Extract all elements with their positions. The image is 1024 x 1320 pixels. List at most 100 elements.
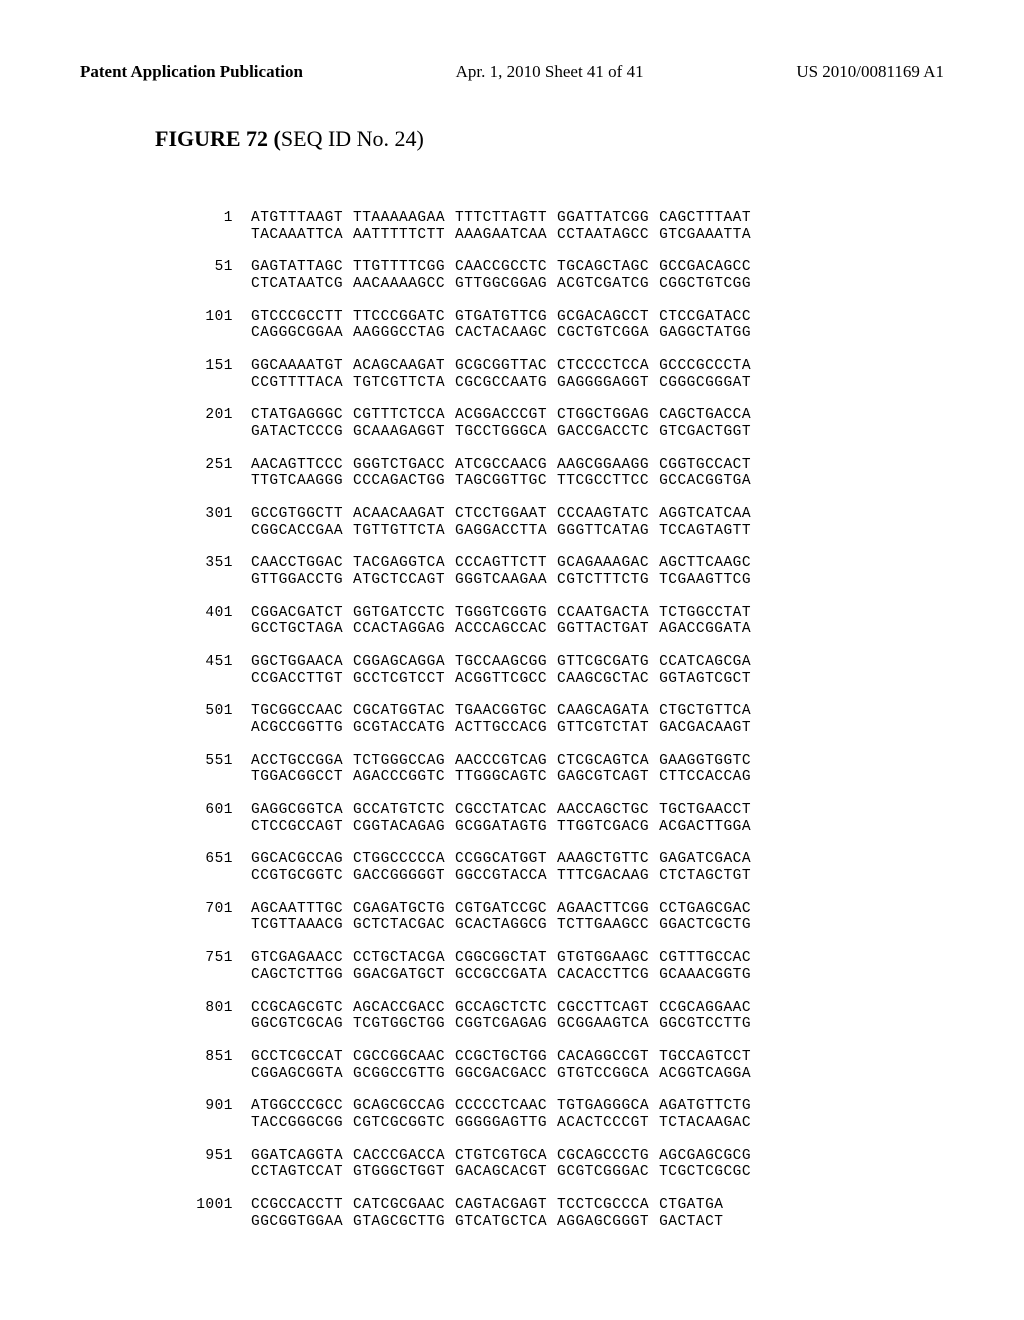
sequence-block-chunk: GACTACT bbox=[659, 1214, 733, 1231]
sequence-block-chunk: GCGGAAGTCA bbox=[557, 1016, 659, 1033]
sequence-row: 301GCCGTGGCTTACAACAAGATCTCCTGGAATCCCAAGT… bbox=[195, 506, 761, 539]
sequence-position: 351 bbox=[195, 555, 251, 572]
sequence-block-chunk: CCCCCTCAAC bbox=[455, 1098, 557, 1115]
sequence-block-chunk: AAGCGGAAGG bbox=[557, 457, 659, 474]
sequence-block-chunk: GGCTGGAACA bbox=[251, 654, 353, 671]
sequence-block-chunk: GTTCGTCTAT bbox=[557, 720, 659, 737]
figure-caption: FIGURE 72 (SEQ ID No. 24) bbox=[155, 126, 424, 152]
sequence-forward-strand: 201CTATGAGGGCCGTTTCTCCAACGGACCCGTCTGGCTG… bbox=[195, 407, 761, 424]
sequence-block-chunk: TCGTGGCTGG bbox=[353, 1016, 455, 1033]
sequence-block-chunk: GCGCGGTTAC bbox=[455, 358, 557, 375]
sequence-block-chunk: TACGAGGTCA bbox=[353, 555, 455, 572]
sequence-position: 1 bbox=[195, 210, 251, 227]
sequence-block-chunk: CTTCCACCAG bbox=[659, 769, 761, 786]
sequence-block-chunk: CTCATAATCG bbox=[251, 276, 353, 293]
sequence-forward-strand: 951GGATCAGGTACACCCGACCACTGTCGTGCACGCAGCC… bbox=[195, 1148, 761, 1165]
sequence-block-chunk: AAAGAATCAA bbox=[455, 227, 557, 244]
sequence-block-chunk: CCGCAGCGTC bbox=[251, 1000, 353, 1017]
sequence-block-chunk: CTCCGATACC bbox=[659, 309, 761, 326]
sequence-position: 851 bbox=[195, 1049, 251, 1066]
publication-header: Patent Application Publication Apr. 1, 2… bbox=[80, 62, 944, 82]
sequence-row: 1ATGTTTAAGTTTAAAAAGAATTTCTTAGTTGGATTATCG… bbox=[195, 210, 761, 243]
sequence-position: 301 bbox=[195, 506, 251, 523]
sequence-block-chunk: GGGGGAGTTG bbox=[455, 1115, 557, 1132]
sequence-block-chunk: GCAAACGGTG bbox=[659, 967, 761, 984]
sequence-block-chunk: GAGGCGGTCA bbox=[251, 802, 353, 819]
sequence-position: 951 bbox=[195, 1148, 251, 1165]
sequence-block-chunk: TGGACGGCCT bbox=[251, 769, 353, 786]
sequence-block-chunk: GGTGATCCTC bbox=[353, 605, 455, 622]
sequence-block-chunk: CCAATGACTA bbox=[557, 605, 659, 622]
sequence-block-chunk: ACGTCGATCG bbox=[557, 276, 659, 293]
sequence-row: 851GCCTCGCCATCGCCGGCAACCCGCTGCTGGCACAGGC… bbox=[195, 1049, 761, 1082]
sequence-reverse-strand: 201GATACTCCCGGCAAAGAGGTTGCCTGGGCAGACCGAC… bbox=[195, 424, 761, 441]
sequence-position: 101 bbox=[195, 309, 251, 326]
sequence-reverse-strand: 301CGGCACCGAATGTTGTTCTAGAGGACCTTAGGGTTCA… bbox=[195, 523, 761, 540]
sequence-block-chunk: GCGTCGGGAC bbox=[557, 1164, 659, 1181]
sequence-block-chunk: GATACTCCCG bbox=[251, 424, 353, 441]
publication-title: Patent Application Publication bbox=[80, 62, 303, 82]
sequence-reverse-strand: 551TGGACGGCCTAGACCCGGTCTTGGGCAGTCGAGCGTC… bbox=[195, 769, 761, 786]
sequence-block-chunk: CCGCTGCTGG bbox=[455, 1049, 557, 1066]
sequence-reverse-strand: 901TACCGGGCGGCGTCGCGGTCGGGGGAGTTGACACTCC… bbox=[195, 1115, 761, 1132]
sequence-block-chunk: GCTCTACGAC bbox=[353, 917, 455, 934]
sequence-block-chunk: GGCAAAATGT bbox=[251, 358, 353, 375]
sequence-block-chunk: AGGTCATCAA bbox=[659, 506, 761, 523]
sequence-position: 901 bbox=[195, 1098, 251, 1115]
sequence-block-chunk: GAGATCGACA bbox=[659, 851, 761, 868]
sequence-block-chunk: GAGGCTATGG bbox=[659, 325, 761, 342]
sequence-block-chunk: CAGTACGAGT bbox=[455, 1197, 557, 1214]
sequence-block-chunk: AACAGTTCCC bbox=[251, 457, 353, 474]
sequence-block-chunk: GCCTCGTCCT bbox=[353, 671, 455, 688]
sequence-block-chunk: TTGGGCAGTC bbox=[455, 769, 557, 786]
sequence-block-chunk: AATTTTTCTT bbox=[353, 227, 455, 244]
sequence-block-chunk: CGTTTCTCCA bbox=[353, 407, 455, 424]
sequence-block-chunk: CCGCAGGAAC bbox=[659, 1000, 761, 1017]
sequence-block-chunk: CGGAGCAGGA bbox=[353, 654, 455, 671]
sequence-block-chunk: CCTGAGCGAC bbox=[659, 901, 761, 918]
sequence-block-chunk: CGGCTGTCGG bbox=[659, 276, 761, 293]
sequence-block-chunk: CGCCTATCAC bbox=[455, 802, 557, 819]
sequence-block-chunk: TCGAAGTTCG bbox=[659, 572, 761, 589]
sequence-block-chunk: AACAAAAGCC bbox=[353, 276, 455, 293]
sequence-block-chunk: AGGAGCGGGT bbox=[557, 1214, 659, 1231]
sequence-row: 551ACCTGCCGGATCTGGGCCAGAACCCGTCAGCTCGCAG… bbox=[195, 753, 761, 786]
sequence-block-chunk: CGCCTTCAGT bbox=[557, 1000, 659, 1017]
sequence-block-chunk: GGCGGTGGAA bbox=[251, 1214, 353, 1231]
sequence-block-chunk: CTGCTGTTCA bbox=[659, 703, 761, 720]
sequence-block-chunk: TTGTTTTCGG bbox=[353, 259, 455, 276]
sequence-block-chunk: GGCGTCGCAG bbox=[251, 1016, 353, 1033]
sequence-position: 551 bbox=[195, 753, 251, 770]
sequence-position: 751 bbox=[195, 950, 251, 967]
sequence-block-chunk: ACGCCGGTTG bbox=[251, 720, 353, 737]
sequence-block-chunk: TTGGTCGACG bbox=[557, 819, 659, 836]
sequence-block-chunk: TACCGGGCGG bbox=[251, 1115, 353, 1132]
sequence-position: 501 bbox=[195, 703, 251, 720]
sequence-block-chunk: GTTGGACCTG bbox=[251, 572, 353, 589]
sequence-block-chunk: CTCCCCTCCA bbox=[557, 358, 659, 375]
sequence-block-chunk: AACCCGTCAG bbox=[455, 753, 557, 770]
sequence-block-chunk: AAAGCTGTTC bbox=[557, 851, 659, 868]
sequence-block-chunk: GGCGACGACC bbox=[455, 1066, 557, 1083]
sequence-block-chunk: CGCTGTCGGA bbox=[557, 325, 659, 342]
sequence-reverse-strand: 451CCGACCTTGTGCCTCGTCCTACGGTTCGCCCAAGCGC… bbox=[195, 671, 761, 688]
sequence-block-chunk: CGCATGGTAC bbox=[353, 703, 455, 720]
sequence-reverse-strand: 151CCGTTTTACATGTCGTTCTACGCGCCAATGGAGGGGA… bbox=[195, 375, 761, 392]
sequence-row: 51GAGTATTAGCTTGTTTTCGGCAACCGCCTCTGCAGCTA… bbox=[195, 259, 761, 292]
sequence-block-chunk: ACACTCCCGT bbox=[557, 1115, 659, 1132]
sequence-block-chunk: AGCGAGCGCG bbox=[659, 1148, 761, 1165]
sequence-reverse-strand: 851CGGAGCGGTAGCGGCCGTTGGGCGACGACCGTGTCCG… bbox=[195, 1066, 761, 1083]
sequence-block-chunk: TGAACGGTGC bbox=[455, 703, 557, 720]
sequence-block-chunk: TGCAGCTAGC bbox=[557, 259, 659, 276]
sequence-block-chunk: CGGTGCCACT bbox=[659, 457, 761, 474]
sequence-block-chunk: TGTGAGGGCA bbox=[557, 1098, 659, 1115]
sequence-position: 51 bbox=[195, 259, 251, 276]
sequence-block-chunk: TGCCAGTCCT bbox=[659, 1049, 761, 1066]
sequence-block-chunk: TTTCTTAGTT bbox=[455, 210, 557, 227]
sequence-block-chunk: CGTCGCGGTC bbox=[353, 1115, 455, 1132]
sequence-forward-strand: 101GTCCCGCCTTTTCCCGGATCGTGATGTTCGGCGACAG… bbox=[195, 309, 761, 326]
sequence-block-chunk: CCGACCTTGT bbox=[251, 671, 353, 688]
sequence-block-chunk: TCCAGTAGTT bbox=[659, 523, 761, 540]
sequence-forward-strand: 401CGGACGATCTGGTGATCCTCTGGGTCGGTGCCAATGA… bbox=[195, 605, 761, 622]
sequence-block-chunk: CAAGCAGATA bbox=[557, 703, 659, 720]
